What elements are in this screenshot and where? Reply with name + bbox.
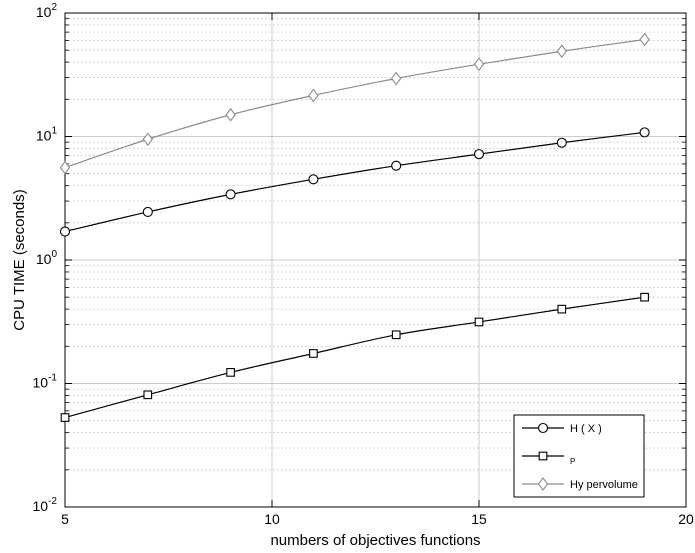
legend-label: P bbox=[570, 457, 575, 466]
data-point-square bbox=[538, 451, 548, 461]
data-point-diamond bbox=[225, 107, 236, 122]
legend: H ( X ) P Hy pervolume bbox=[513, 414, 645, 498]
y-tick-label: 10-2 bbox=[33, 496, 58, 514]
y-tick-label: 102 bbox=[36, 2, 58, 20]
data-point-circle bbox=[59, 226, 71, 237]
data-point-circle bbox=[639, 127, 650, 138]
data-point-diamond bbox=[537, 477, 549, 491]
data-point-square bbox=[143, 390, 153, 400]
x-tick-label: 5 bbox=[61, 511, 69, 527]
data-point-circle bbox=[473, 149, 485, 160]
data-point-diamond bbox=[308, 88, 319, 103]
data-point-circle bbox=[225, 189, 236, 200]
legend-label: Hy pervolume bbox=[570, 479, 638, 491]
data-point-square bbox=[640, 292, 649, 302]
series-group bbox=[59, 127, 650, 237]
data-point-square bbox=[474, 317, 484, 327]
y-tick-label: 100 bbox=[36, 249, 58, 267]
data-point-diamond bbox=[391, 71, 402, 86]
x-tick-label: 20 bbox=[678, 511, 694, 527]
data-point-diamond bbox=[59, 160, 71, 175]
y-axis-label: CPU TIME (seconds) bbox=[11, 189, 28, 330]
series-group bbox=[60, 292, 649, 422]
data-point-diamond bbox=[639, 32, 650, 47]
data-point-square bbox=[226, 368, 235, 377]
data-point-diamond bbox=[556, 44, 567, 59]
data-point-diamond bbox=[473, 57, 485, 72]
legend-item: P bbox=[522, 451, 575, 466]
series-lines bbox=[59, 32, 650, 422]
data-point-circle bbox=[556, 137, 567, 148]
legend-item: H ( X ) bbox=[522, 422, 602, 435]
legend-label: H ( X ) bbox=[570, 423, 602, 435]
y-tick-label: 10-1 bbox=[33, 373, 58, 391]
data-point-square bbox=[309, 349, 318, 358]
series-group bbox=[59, 32, 650, 175]
series-line bbox=[64, 296, 645, 419]
data-point-circle bbox=[308, 174, 319, 185]
series-line bbox=[64, 38, 645, 169]
x-tick-label: 10 bbox=[264, 511, 280, 527]
data-point-square bbox=[557, 304, 567, 314]
x-tick-label: 15 bbox=[471, 511, 487, 527]
axis-ticks: 10-2 10-1 100 101 102 5 10 15 20 bbox=[33, 2, 694, 527]
series-line bbox=[64, 131, 645, 233]
data-point-square bbox=[60, 413, 70, 422]
x-axis-label: numbers of objectives functions bbox=[270, 532, 480, 549]
data-point-circle bbox=[391, 160, 402, 171]
data-point-circle bbox=[537, 422, 549, 434]
y-tick-label: 101 bbox=[36, 126, 58, 144]
data-point-circle bbox=[142, 206, 153, 217]
data-point-square bbox=[391, 330, 401, 340]
legend-item: Hy pervolume bbox=[522, 477, 638, 491]
data-point-diamond bbox=[142, 132, 153, 147]
